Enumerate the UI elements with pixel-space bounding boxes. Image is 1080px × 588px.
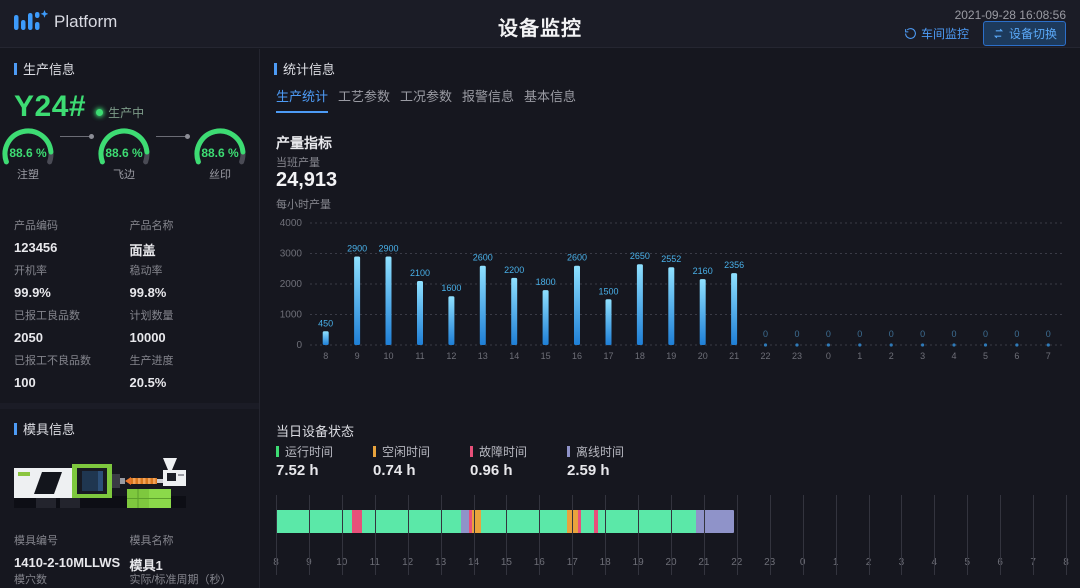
- svg-text:9: 9: [355, 351, 360, 361]
- svg-text:15: 15: [541, 351, 551, 361]
- svg-text:2160: 2160: [693, 266, 713, 276]
- svg-text:0: 0: [857, 329, 862, 339]
- svg-text:88.6 %: 88.6 %: [201, 146, 239, 160]
- svg-text:4000: 4000: [280, 218, 303, 229]
- svg-text:23: 23: [792, 351, 802, 361]
- svg-text:0: 0: [826, 351, 831, 361]
- svg-text:2100: 2100: [410, 268, 430, 278]
- svg-text:19: 19: [666, 351, 676, 361]
- svg-text:7: 7: [1046, 351, 1051, 361]
- svg-text:1600: 1600: [441, 283, 461, 293]
- svg-text:2900: 2900: [378, 244, 398, 254]
- svg-text:4: 4: [951, 351, 956, 361]
- svg-text:2000: 2000: [280, 279, 303, 290]
- svg-text:450: 450: [318, 318, 333, 328]
- svg-text:2600: 2600: [473, 253, 493, 263]
- svg-text:8: 8: [323, 351, 328, 361]
- svg-text:1800: 1800: [536, 277, 556, 287]
- svg-text:11: 11: [415, 351, 424, 361]
- svg-text:0: 0: [1014, 329, 1019, 339]
- svg-text:0: 0: [1046, 329, 1051, 339]
- svg-text:14: 14: [509, 351, 519, 361]
- svg-text:0: 0: [920, 329, 925, 339]
- svg-text:1000: 1000: [280, 310, 303, 321]
- svg-text:1500: 1500: [598, 286, 618, 296]
- svg-text:3000: 3000: [280, 249, 303, 260]
- svg-text:0: 0: [296, 340, 302, 351]
- svg-text:20: 20: [698, 351, 708, 361]
- svg-text:0: 0: [889, 329, 894, 339]
- svg-text:17: 17: [603, 351, 613, 361]
- svg-text:88.6 %: 88.6 %: [9, 146, 47, 160]
- svg-text:2600: 2600: [567, 253, 587, 263]
- svg-text:0: 0: [794, 329, 799, 339]
- svg-text:2552: 2552: [661, 254, 681, 264]
- svg-text:18: 18: [635, 351, 645, 361]
- svg-text:12: 12: [446, 351, 456, 361]
- svg-text:3: 3: [920, 351, 925, 361]
- svg-text:88.6 %: 88.6 %: [105, 146, 143, 160]
- svg-text:1: 1: [857, 351, 862, 361]
- svg-text:10: 10: [383, 351, 393, 361]
- svg-text:2: 2: [889, 351, 894, 361]
- svg-text:2650: 2650: [630, 251, 650, 261]
- svg-text:0: 0: [826, 329, 831, 339]
- svg-text:16: 16: [572, 351, 582, 361]
- svg-text:2200: 2200: [504, 265, 524, 275]
- svg-text:21: 21: [729, 351, 739, 361]
- svg-text:0: 0: [763, 329, 768, 339]
- svg-text:2356: 2356: [724, 260, 744, 270]
- svg-text:2900: 2900: [347, 244, 367, 254]
- svg-text:6: 6: [1014, 351, 1019, 361]
- svg-text:22: 22: [760, 351, 770, 361]
- svg-text:0: 0: [951, 329, 956, 339]
- svg-text:0: 0: [983, 329, 988, 339]
- svg-text:13: 13: [478, 351, 488, 361]
- svg-text:5: 5: [983, 351, 988, 361]
